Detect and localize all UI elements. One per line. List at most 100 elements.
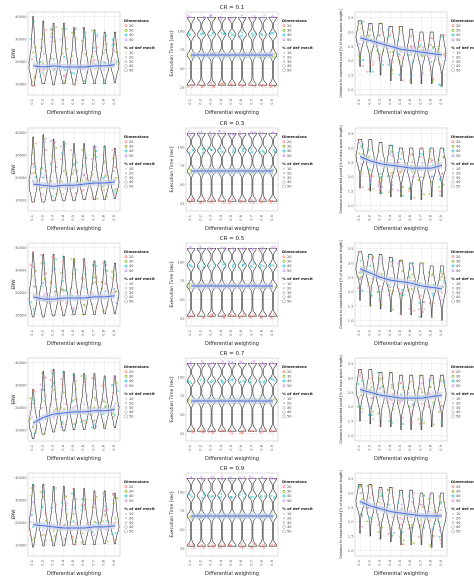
data-point [71, 172, 74, 175]
data-point [409, 267, 412, 270]
data-point [238, 476, 241, 479]
data-point [61, 52, 64, 55]
data-point [261, 427, 263, 430]
x-tick-label: 0.7 [418, 99, 422, 105]
x-tick-label: 0.8 [260, 329, 264, 335]
data-point [222, 363, 225, 366]
violin [196, 478, 206, 547]
x-tick-label: 0.2 [40, 215, 44, 221]
data-point [44, 514, 47, 517]
legend-label-def: 40 [287, 180, 291, 184]
violin [396, 26, 406, 81]
legend-key-def [452, 52, 454, 54]
data-point [391, 50, 394, 53]
data-point [387, 35, 390, 38]
data-point [264, 34, 267, 37]
data-point [232, 148, 235, 151]
x-tick-label: 0.3 [51, 215, 55, 221]
data-point [382, 384, 384, 387]
data-point [187, 398, 190, 401]
data-point [85, 177, 88, 180]
data-point [203, 15, 206, 18]
data-point [390, 58, 392, 61]
data-point [116, 299, 119, 301]
x-tick-label: 0.8 [429, 329, 433, 335]
data-point [380, 22, 383, 25]
data-point [222, 430, 225, 433]
legend-title-def: % of def mecit [451, 506, 474, 511]
legend-key-dimension [282, 140, 286, 144]
data-point [440, 71, 443, 74]
legend-label-def: 10 [129, 512, 133, 516]
violin [227, 363, 237, 432]
data-point [33, 484, 36, 487]
data-point [232, 151, 235, 153]
data-point [381, 178, 384, 181]
data-point [100, 287, 103, 290]
x-tick-label: 0.6 [239, 214, 243, 220]
data-point [369, 69, 372, 72]
data-point [241, 264, 244, 267]
legend-key-def [124, 295, 128, 299]
data-point [40, 383, 43, 386]
data-point [75, 170, 78, 173]
data-point [240, 83, 243, 86]
data-point [228, 199, 231, 202]
data-point [261, 247, 264, 250]
violin [365, 254, 375, 307]
data-point [50, 385, 53, 388]
data-point [210, 248, 213, 251]
data-point [49, 378, 52, 381]
data-point [49, 29, 52, 32]
legend-key-def [124, 56, 128, 59]
data-point [402, 539, 405, 542]
data-point [55, 398, 58, 401]
violin [217, 133, 227, 202]
data-point [261, 543, 264, 546]
data-point [410, 161, 413, 164]
data-point [253, 17, 256, 20]
legend-key-def [282, 299, 286, 304]
data-point [361, 186, 364, 188]
data-point [241, 432, 244, 435]
data-point [221, 263, 224, 266]
data-point [240, 314, 243, 317]
x-tick-label: 0.6 [239, 444, 243, 450]
data-point [441, 275, 444, 278]
legend-label-def: 30 [129, 60, 133, 64]
data-point [113, 288, 116, 291]
data-point [43, 74, 46, 77]
data-point [242, 83, 245, 86]
legend-key-dimension [124, 370, 128, 374]
data-point [61, 255, 64, 258]
data-point [400, 292, 403, 295]
data-point [262, 363, 265, 366]
legend-key-dimension [451, 269, 455, 273]
data-point [104, 269, 107, 272]
data-point [203, 84, 206, 87]
data-point [114, 290, 117, 293]
legend-key-dimension [451, 24, 455, 28]
violin [376, 487, 385, 540]
data-point [399, 313, 402, 316]
data-point [197, 313, 200, 316]
data-point [83, 403, 86, 406]
data-point [242, 429, 245, 432]
data-point [429, 545, 432, 548]
data-point [73, 423, 76, 425]
data-point [82, 419, 85, 422]
legend-title-dimensions: Dimensions [124, 479, 150, 484]
data-point [238, 316, 241, 319]
data-point [418, 39, 421, 42]
data-point [443, 384, 446, 387]
data-point [421, 54, 424, 57]
legend-label-def: 50 [129, 415, 133, 419]
data-point [203, 494, 206, 497]
x-tick-label: 0.4 [219, 98, 223, 104]
data-point [430, 176, 433, 179]
violin [386, 26, 396, 81]
data-point [220, 492, 223, 495]
data-point [229, 430, 232, 433]
data-point [381, 185, 384, 188]
